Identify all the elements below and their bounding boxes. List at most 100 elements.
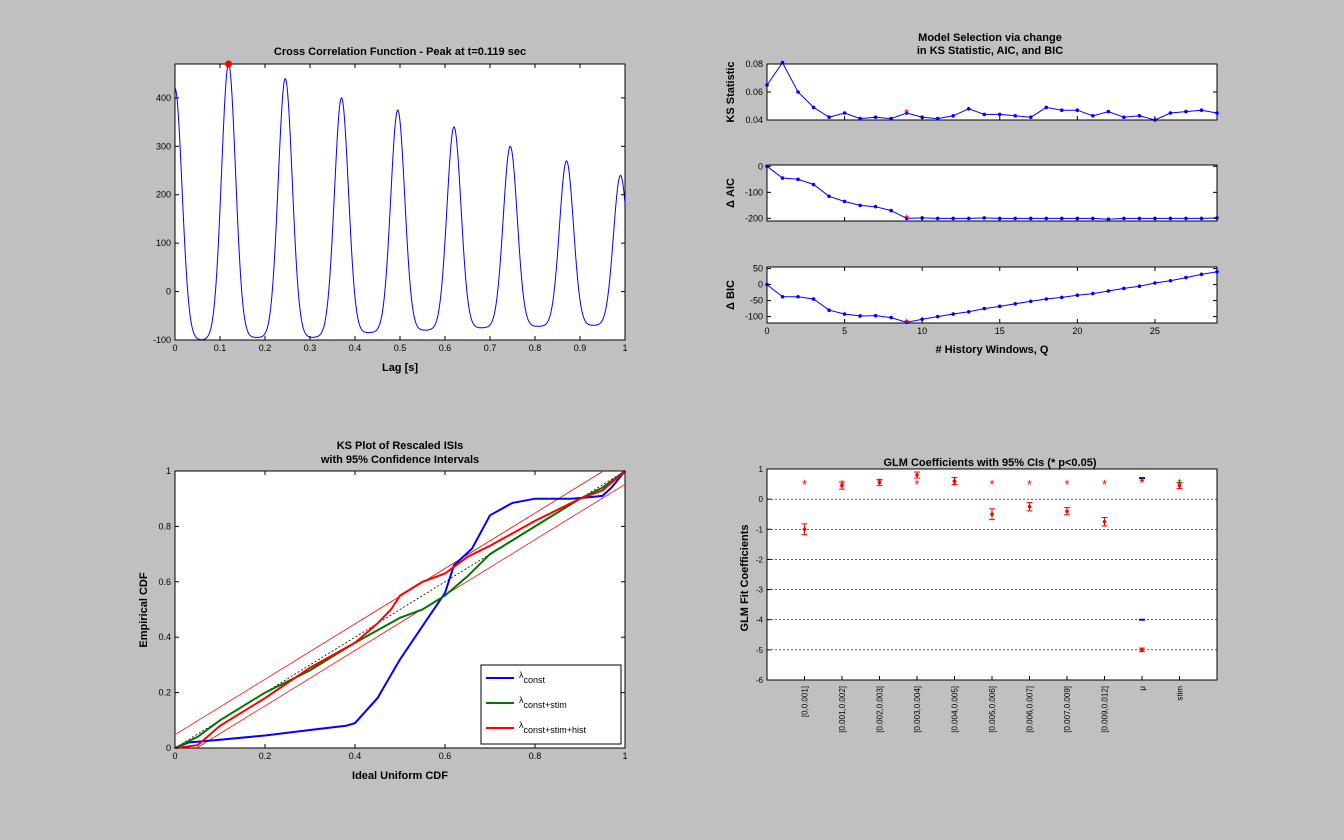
bic-point: [858, 314, 862, 318]
ks-stat-point: [858, 116, 862, 121]
bic-ytick-label: 0: [758, 280, 763, 290]
glm-significance-star: *: [1139, 476, 1144, 491]
aic-point: [1060, 216, 1064, 221]
bic-point: [827, 308, 831, 313]
glm-xtick-label: [0,0.001]: [801, 686, 810, 717]
ks-ci-upper: [174, 470, 604, 736]
glm-title: GLM Coefficients with 95% CIs (* p<0.05): [883, 457, 1096, 469]
ks-series-line-1: [174, 470, 626, 749]
glm-green-point: *: [1177, 478, 1182, 490]
ks-plot-xtick-label: 0: [172, 751, 177, 761]
glm-ytick-label: 1: [759, 465, 764, 474]
glm-estimate-point: [1102, 519, 1107, 524]
bic-panel: Δ BIC # History Windows, Q * -100 -50 0 50 0 5…: [725, 264, 1219, 356]
glm-ytick-label: -2: [756, 555, 764, 564]
aic-point: [1199, 216, 1204, 221]
bic-axes: [766, 266, 1218, 324]
glm-xtick-label: [0.001,0.002]: [838, 686, 847, 733]
glm-estimate-point: [990, 512, 994, 517]
ks-stat-point: [765, 83, 769, 87]
bic-xtick-label: 15: [995, 326, 1005, 336]
bic-point: [1122, 286, 1126, 291]
aic-point: [1215, 216, 1219, 220]
ks-stat-point: [966, 107, 971, 111]
xcorr-xtick-label: 0.4: [349, 343, 362, 353]
bic-ytick-label: -100: [745, 312, 763, 322]
model-selection-title-line2: in KS Statistic, AIC, and BIC: [917, 45, 1063, 57]
glm-xtick-label: [0.005,0.006]: [988, 686, 997, 733]
ks-stat-ytick-label: 0.04: [745, 115, 763, 125]
glm-xtick-label: [0.002,0.003]: [876, 686, 885, 733]
glm-ytick-label: -6: [756, 676, 764, 685]
bic-xtick-label: 25: [1150, 326, 1160, 336]
xcorr-xtick-label: 0.7: [484, 343, 497, 353]
ks-stat-point: [827, 115, 831, 119]
glm-xtick-label: [0.004,0.005]: [951, 686, 960, 733]
xcorr-xtick-label: 0.3: [304, 343, 317, 353]
bic-point: [966, 310, 971, 314]
ks-plot-ytick-label: 0.6: [158, 577, 171, 587]
ks-stat-ytick-label: 0.06: [745, 87, 763, 97]
glm-significance-star: *: [802, 477, 807, 492]
ks-stat-point: [796, 90, 800, 94]
glm-significance-star: *: [914, 477, 919, 492]
ks-plot-xtick-label: 0.4: [349, 751, 362, 761]
ks-stat-point: [1106, 109, 1111, 114]
bic-point: [1137, 284, 1142, 289]
aic-point: [796, 177, 800, 182]
aic-point: [811, 182, 816, 187]
glm-xtick-label: [0.007,0.009]: [1063, 686, 1072, 733]
bic-point: [1044, 297, 1049, 301]
ks-stat-point: [842, 111, 847, 115]
aic-point: [1013, 216, 1018, 221]
ks-series-line-2: [174, 470, 626, 749]
aic-point: [889, 208, 893, 213]
aic-point: [951, 216, 956, 221]
bic-selected-marker: *: [904, 315, 909, 330]
bic-point: [904, 320, 909, 325]
xcorr-xlabel: Lag [s]: [382, 362, 418, 374]
bic-point: [982, 306, 987, 311]
xcorr-peak-marker: [225, 60, 233, 68]
ks-legend-label-1: λconst+stim: [519, 695, 567, 710]
aic-point: [842, 199, 847, 204]
ks-stat-selected-marker: *: [904, 106, 909, 121]
ks-plot-panel: KS Plot of Rescaled ISIs with 95% Confid…: [138, 440, 628, 782]
aic-ytick-label: -200: [745, 213, 763, 223]
bic-point: [842, 312, 847, 316]
bic-ytick-label: 50: [753, 264, 763, 274]
aic-ylabel: Δ AIC: [725, 178, 737, 208]
bic-xtick-label: 20: [1072, 326, 1082, 336]
xcorr-xtick-label: 0.9: [574, 343, 587, 353]
aic-ytick-label: 0: [758, 161, 763, 171]
bic-point: [1075, 293, 1080, 297]
glm-coefficients-panel: GLM Coefficients with 95% CIs (* p<0.05)…: [739, 457, 1218, 733]
ks-stat-point: [1122, 115, 1126, 119]
glm-significance-star: *: [839, 477, 844, 492]
bic-point: [780, 294, 785, 299]
glm-ytick-label: 0: [759, 495, 764, 504]
glm-xtick-label: [0.009,0.012]: [1101, 686, 1110, 733]
aic-point: [873, 204, 878, 209]
ks-statistic-panel: Model Selection via change in KS Statist…: [725, 32, 1219, 125]
aic-point: [827, 194, 831, 199]
ks-stat-point: [1168, 111, 1173, 115]
ks-stat-point: [1184, 109, 1188, 114]
bic-ylabel: Δ BIC: [725, 280, 737, 310]
bic-point: [1106, 289, 1111, 293]
xcorr-line: [174, 63, 626, 341]
glm-estimate-point: [915, 473, 919, 477]
aic-point: [1106, 217, 1111, 221]
bic-xtick-label: 10: [917, 326, 927, 336]
ks-stat-point: [1091, 114, 1095, 118]
glm-estimate-point: [802, 527, 807, 532]
bic-xtick-label: 0: [764, 326, 769, 336]
glm-significance-star: *: [1027, 477, 1032, 492]
ks-stat-line: [766, 61, 1218, 121]
glm-significance-star: *: [1064, 477, 1069, 492]
ks-plot-ytick-label: 0.4: [158, 632, 171, 642]
ks-stat-point: [997, 112, 1002, 117]
bic-point: [1215, 270, 1219, 274]
xcorr-xtick-label: 0.5: [394, 343, 407, 353]
ks-plot-ytick-label: 0: [166, 743, 171, 753]
